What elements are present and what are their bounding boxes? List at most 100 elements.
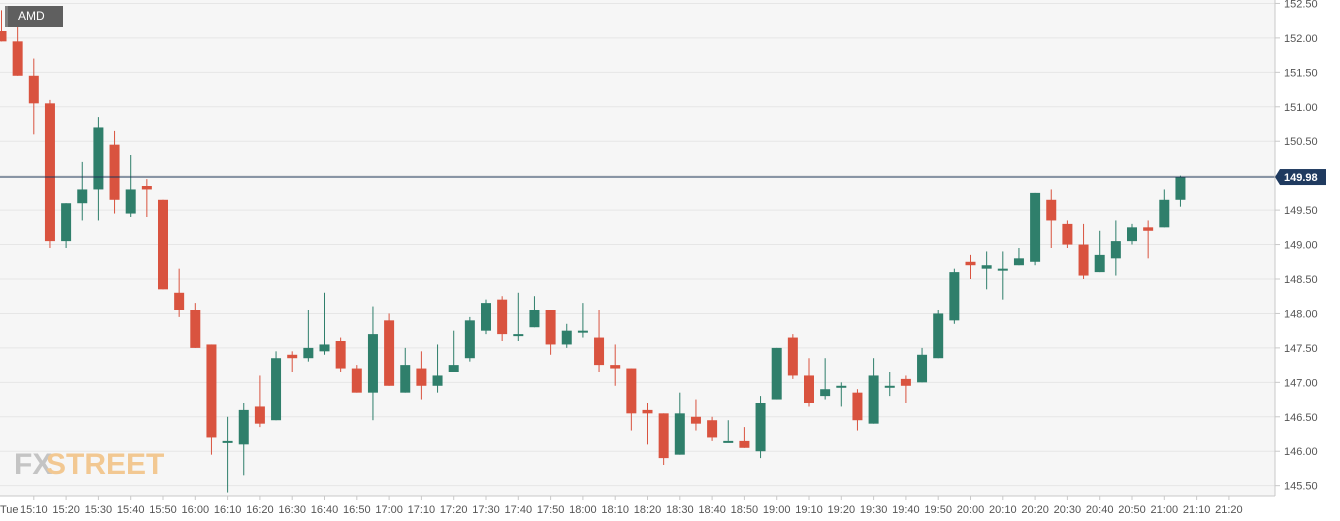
x-tick-label: 18:00: [569, 504, 597, 516]
candle-body: [771, 347, 782, 400]
candle-body: [804, 375, 814, 403]
candle-down: [0, 10, 7, 42]
candle-body: [900, 378, 911, 386]
candle-body: [836, 385, 847, 388]
candles: [0, 10, 1186, 493]
candle-up: [481, 299, 491, 335]
candle-body: [44, 103, 55, 242]
x-tick-label: 15:30: [85, 504, 113, 516]
candle-body: [723, 440, 734, 443]
x-tick-label: 19:40: [892, 504, 920, 516]
x-tick-label: 16:00: [182, 504, 210, 516]
x-tick-label: 19:20: [828, 504, 856, 516]
y-tick-label: 146.00: [1284, 446, 1318, 458]
candle-up: [464, 316, 475, 362]
candle-down: [384, 313, 395, 386]
x-tick-label: 18:30: [666, 504, 694, 516]
candle-up: [933, 310, 944, 359]
candle-up: [1159, 189, 1170, 228]
candle-up: [1013, 248, 1024, 266]
x-tick-label: 17:50: [537, 504, 565, 516]
candle-down: [28, 58, 39, 135]
y-tick-label: 150.50: [1284, 136, 1318, 148]
candle-body: [1013, 258, 1024, 266]
x-tick-label: Tue: [0, 504, 19, 516]
x-tick-label: 18:50: [731, 504, 759, 516]
x-tick-label: 15:50: [149, 504, 177, 516]
candle-down: [44, 99, 55, 248]
x-tick-label: 16:10: [214, 504, 242, 516]
candle-body: [174, 292, 185, 310]
candle-down: [497, 296, 508, 341]
candle-body: [1030, 192, 1041, 262]
candle-body: [481, 303, 491, 331]
candle-up: [513, 292, 524, 341]
y-tick-label: 148.50: [1284, 274, 1318, 286]
candle-down: [804, 358, 814, 407]
candle-body: [335, 341, 346, 369]
candle-down: [642, 403, 653, 445]
candle-down: [594, 310, 605, 372]
x-tick-label: 16:30: [278, 504, 306, 516]
x-tick-label: 16:20: [246, 504, 274, 516]
x-tick-label: 16:50: [343, 504, 371, 516]
candle-up: [723, 420, 734, 443]
candle-up: [981, 251, 992, 290]
candle-body: [384, 320, 395, 386]
candle-down: [416, 351, 427, 400]
x-tick-label: 21:10: [1183, 504, 1211, 516]
candle-down: [739, 427, 750, 448]
x-tick-label: 19:50: [924, 504, 952, 516]
candle-up: [1127, 223, 1137, 245]
candle-down: [335, 337, 346, 372]
x-tick-label: 17:00: [375, 504, 403, 516]
candle-body: [28, 75, 39, 104]
candle-body: [690, 416, 701, 424]
candle-body: [93, 127, 104, 190]
candle-body: [303, 347, 314, 359]
candle-up: [1110, 220, 1121, 276]
candle-body: [416, 368, 427, 386]
price-badge-box: [1280, 169, 1326, 186]
y-tick-label: 152.50: [1284, 0, 1318, 10]
candle-body: [1078, 244, 1089, 276]
candle-up: [997, 251, 1008, 300]
price-badge-pointer: [1275, 169, 1280, 186]
candle-body: [787, 337, 798, 376]
x-tick-label: 18:20: [634, 504, 662, 516]
candle-body: [674, 413, 685, 455]
candle-up: [1094, 230, 1105, 273]
candle-down: [206, 344, 217, 455]
x-tick-label: 17:40: [505, 504, 533, 516]
candle-body: [707, 420, 718, 438]
candle-body: [351, 368, 362, 393]
x-tick-label: 20:40: [1086, 504, 1114, 516]
candle-body: [497, 299, 508, 335]
candle-up: [917, 347, 928, 383]
candle-body: [1159, 199, 1170, 228]
x-tick-label: 17:30: [472, 504, 500, 516]
candle-body: [594, 337, 605, 366]
candle-down: [610, 344, 621, 386]
candle-body: [222, 440, 233, 443]
x-tick-label: 17:20: [440, 504, 468, 516]
candle-down: [626, 368, 637, 431]
candle-down: [965, 254, 976, 279]
candle-body: [820, 389, 831, 397]
candle-up: [367, 306, 378, 421]
current-price-badge: 149.98: [1275, 169, 1326, 186]
candle-body: [367, 334, 378, 393]
candle-body: [1175, 177, 1186, 200]
candle-down: [1078, 223, 1089, 279]
candle-up: [319, 292, 330, 355]
candle-down: [707, 416, 718, 441]
candle-down: [1143, 220, 1154, 259]
x-tick-label: 19:30: [860, 504, 888, 516]
candle-body: [561, 330, 572, 345]
candle-body: [739, 440, 750, 448]
candle-down: [158, 199, 168, 290]
candle-body: [949, 272, 960, 321]
candle-up: [271, 351, 282, 421]
candle-body: [933, 313, 944, 359]
